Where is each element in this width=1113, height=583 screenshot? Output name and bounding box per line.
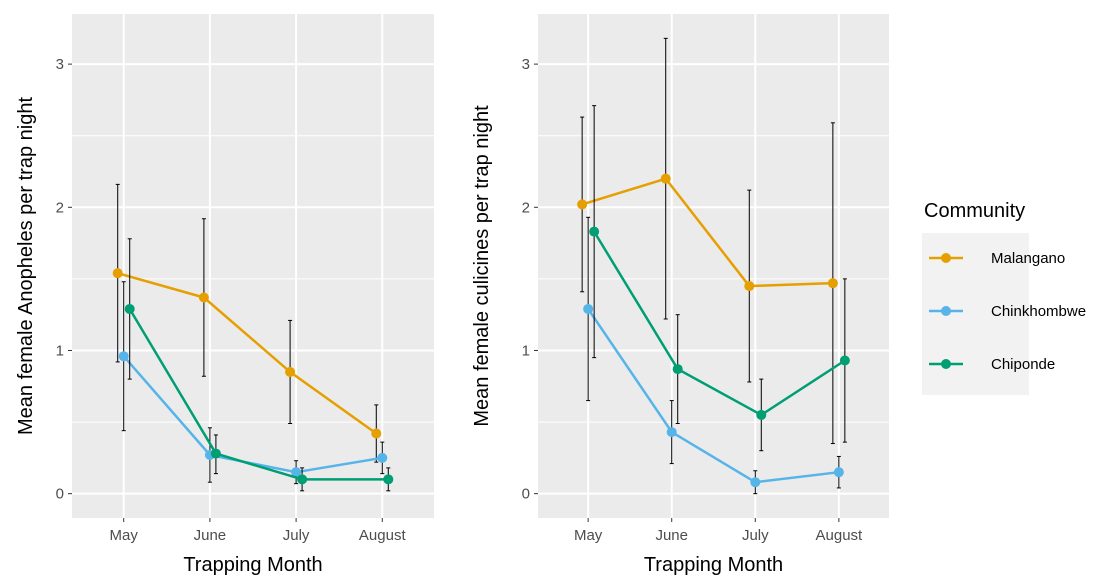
series-line — [593, 230, 846, 417]
legend-key-point — [941, 253, 951, 263]
series-chiponde — [124, 238, 394, 492]
data-point — [744, 281, 755, 292]
panel-background — [72, 14, 434, 518]
x-axis-title: Trapping Month — [644, 554, 783, 576]
chart-panel-2: 0 1 2 3 May June July August Trapping Month Mean … — [471, 14, 889, 576]
panel-background — [538, 14, 889, 518]
y-tick-label: 2 — [522, 199, 530, 216]
data-point — [371, 428, 382, 439]
data-point — [210, 448, 221, 459]
chart-panel-1: 0 1 2 3 May June July August Trapping Month Mean … — [15, 14, 434, 576]
x-axis-title: Trapping Month — [183, 554, 322, 576]
legend-key-point — [941, 306, 951, 316]
legend-item-malangano: Malangano — [929, 250, 1065, 267]
x-tick-label: May — [574, 527, 603, 544]
data-point — [583, 303, 594, 314]
data-point — [118, 351, 129, 362]
legend-item-chiponde: Chiponde — [929, 356, 1055, 373]
x-tick-label: July — [283, 527, 310, 544]
y-tick-label: 2 — [56, 199, 64, 216]
legend-label: Malangano — [991, 250, 1065, 267]
data-point — [377, 452, 388, 463]
data-point — [291, 467, 302, 478]
series-chinkhombwe — [583, 216, 844, 495]
x-tick-label: August — [816, 527, 864, 544]
data-point — [756, 409, 767, 420]
x-tick-label: August — [359, 527, 407, 544]
x-tick-label: June — [655, 527, 688, 544]
data-point — [112, 268, 123, 279]
data-point — [285, 366, 296, 377]
legend-title: Community — [924, 200, 1025, 222]
y-tick-label: 1 — [522, 342, 530, 359]
y-tick-label: 3 — [56, 56, 64, 73]
y-tick-label: 3 — [522, 56, 530, 73]
y-axis-title: Mean female Anopheles per trap night — [15, 97, 37, 435]
x-tick-label: July — [742, 527, 769, 544]
series-line — [128, 308, 389, 481]
y-tick-label: 1 — [56, 342, 64, 359]
data-point — [660, 173, 671, 184]
data-point — [589, 226, 600, 237]
data-point — [577, 199, 588, 210]
data-point — [124, 303, 135, 314]
data-point — [833, 467, 844, 478]
y-tick-label: 0 — [56, 486, 64, 503]
series-malangano — [577, 37, 838, 445]
y-tick-label: 0 — [522, 486, 530, 503]
legend-label: Chiponde — [991, 356, 1055, 373]
series-line — [117, 271, 378, 435]
legend: Community Malangano Chinkhombwe Chiponde — [922, 200, 1086, 395]
data-point — [297, 474, 308, 485]
series-line — [587, 308, 840, 484]
data-point — [383, 474, 394, 485]
x-tick-label: June — [194, 527, 227, 544]
series-line — [581, 177, 833, 288]
data-point — [198, 292, 209, 303]
data-point — [827, 278, 838, 289]
y-axis-title: Mean female culicines per trap night — [471, 105, 493, 427]
data-point — [666, 427, 677, 438]
data-point — [672, 364, 683, 375]
data-point — [750, 477, 761, 488]
series-malangano — [112, 183, 382, 463]
legend-key-background — [922, 233, 1029, 395]
legend-item-chinkhombwe: Chinkhombwe — [929, 303, 1086, 320]
legend-key-point — [941, 359, 951, 369]
x-tick-label: May — [110, 527, 139, 544]
data-point — [839, 355, 850, 366]
legend-label: Chinkhombwe — [991, 303, 1086, 320]
series-chiponde — [589, 105, 850, 452]
